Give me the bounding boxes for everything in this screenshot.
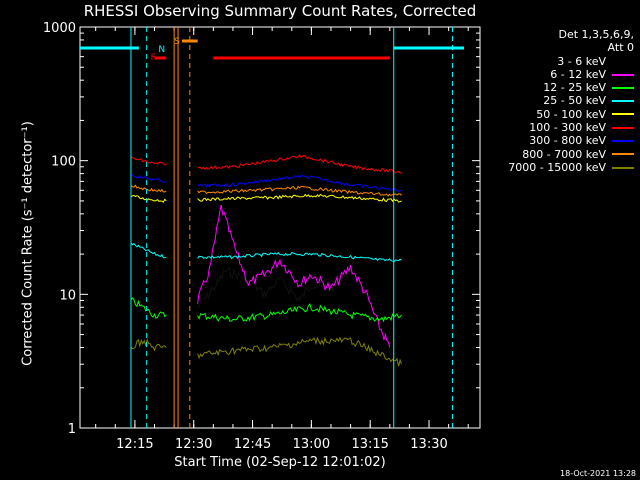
legend-swatch [612, 140, 634, 143]
series-line [197, 251, 402, 263]
flag-label: S [174, 37, 180, 47]
y-axis-label: Corrected Count Rate (s⁻¹ detector⁻¹) [20, 121, 36, 366]
flag-label: N [158, 45, 165, 55]
chart-title: RHESSI Observing Summary Count Rates, Co… [83, 2, 477, 20]
y-tick-label: 10 [59, 288, 76, 303]
legend-entry: 7000 - 15000 keV [508, 161, 634, 174]
series-line [197, 174, 402, 192]
footer-timestamp: 18-Oct-2021 13:28 [560, 469, 636, 478]
legend-entry: 100 - 300 keV [508, 121, 634, 134]
series-line [130, 338, 167, 352]
y-tick-label: 1 [68, 422, 76, 437]
legend-entry-label: 6 - 12 keV [550, 67, 606, 81]
series-line [197, 154, 402, 174]
y-tick-label: 100 [51, 155, 76, 170]
legend-swatch [612, 86, 634, 89]
legend-entry: 3 - 6 keV [508, 55, 634, 68]
legend-swatch [612, 113, 634, 116]
series-line [130, 297, 167, 319]
flag-label: F [151, 53, 156, 63]
y-tick-label: 1000 [43, 21, 76, 36]
legend-swatch [612, 153, 634, 156]
x-axis-label: Start Time (02-Sep-12 12:01:02) [174, 455, 386, 470]
x-tick-label: 13:15 [351, 437, 388, 452]
legend-entry-label: 300 - 800 keV [529, 134, 606, 148]
series-line [197, 336, 403, 367]
legend-entry: 300 - 800 keV [508, 134, 634, 147]
legend-swatch [612, 100, 634, 103]
series-line [130, 194, 167, 203]
series-line [130, 174, 167, 183]
legend-swatch [612, 166, 634, 169]
legend-entry: 6 - 12 keV [508, 68, 634, 81]
legend-entry-label: 100 - 300 keV [529, 121, 606, 135]
legend-entry-label: 12 - 25 keV [543, 81, 606, 95]
legend-entry: 50 - 100 keV [508, 108, 634, 121]
legend: Det 1,3,5,6,9, Att 0 3 - 6 keV 6 - 12 keV… [508, 28, 634, 174]
legend-entry-label: 50 - 100 keV [536, 107, 606, 121]
legend-entry: 25 - 50 keV [508, 94, 634, 107]
series-line [197, 303, 402, 323]
series-line [130, 184, 167, 193]
legend-swatch [612, 60, 634, 63]
x-tick-label: 12:15 [116, 437, 153, 452]
legend-entry: 12 - 25 keV [508, 81, 634, 94]
legend-entry-label: 3 - 6 keV [557, 54, 606, 68]
legend-entry-label: 800 - 7000 keV [522, 147, 606, 161]
legend-swatch [612, 73, 634, 76]
legend-swatch [612, 126, 634, 129]
legend-header-line-1: Det 1,3,5,6,9, [558, 28, 634, 41]
series-line [197, 193, 402, 203]
x-tick-label: 13:30 [410, 437, 447, 452]
x-tick-label: 12:45 [234, 437, 271, 452]
x-tick-label: 12:30 [175, 437, 212, 452]
x-tick-label: 13:00 [293, 437, 330, 452]
legend-entry-label: 7000 - 15000 keV [508, 160, 606, 174]
series-line [197, 185, 402, 197]
plot-frame [79, 26, 481, 429]
series-line [197, 204, 391, 348]
series-line [130, 156, 167, 166]
series-line [197, 263, 367, 308]
legend-entry-label: 25 - 50 keV [543, 94, 606, 108]
legend-header-line-2: Att 0 [607, 41, 634, 55]
legend-entry: 800 - 7000 keV [508, 148, 634, 161]
series-line [130, 242, 167, 259]
